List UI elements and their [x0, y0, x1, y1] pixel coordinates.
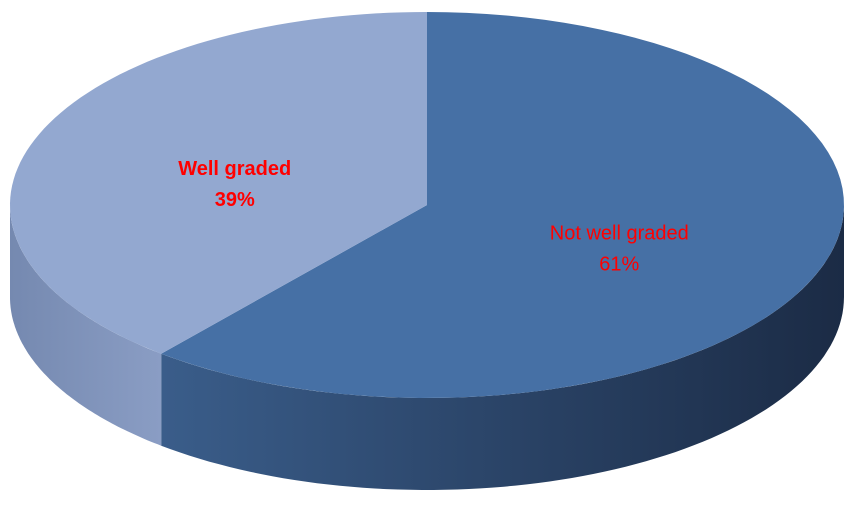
value-label: 39%: [215, 189, 255, 211]
slice-side: [10, 205, 162, 446]
slice-label: Not well graded: [550, 222, 689, 244]
slice: [161, 12, 844, 398]
slice: [10, 12, 427, 354]
slice-label: Well graded: [178, 158, 291, 180]
value-label: 61%: [599, 253, 639, 275]
slice-side: [161, 205, 844, 490]
